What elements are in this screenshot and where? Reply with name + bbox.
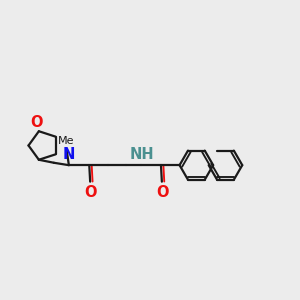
Text: O: O	[30, 115, 43, 130]
Text: N: N	[63, 147, 75, 162]
Text: NH: NH	[130, 147, 154, 162]
Text: Me: Me	[58, 136, 75, 146]
Text: O: O	[84, 185, 97, 200]
Text: O: O	[156, 185, 168, 200]
